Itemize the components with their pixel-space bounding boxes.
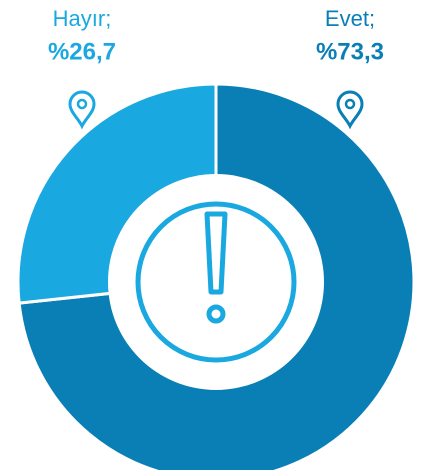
- category-label: Evet;: [325, 6, 375, 31]
- alert-icon: [135, 201, 297, 363]
- pin-icon: [336, 90, 364, 130]
- category-label: Hayır;: [53, 6, 112, 31]
- pin-dot: [344, 98, 356, 110]
- value-label: %26,7: [48, 38, 116, 65]
- pin-icon: [68, 90, 96, 130]
- labels: Evet; %73,3 Hayır; %26,7: [48, 6, 384, 130]
- value-label: %73,3: [316, 38, 384, 65]
- pin-dot: [76, 98, 88, 110]
